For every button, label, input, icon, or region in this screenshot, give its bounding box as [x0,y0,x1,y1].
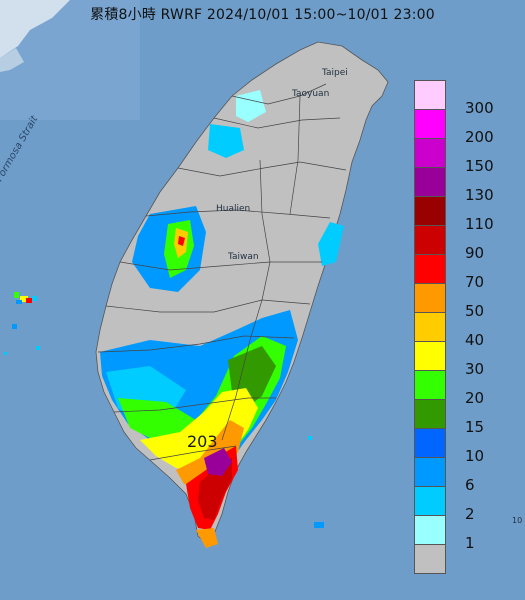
legend-swatch [414,457,446,487]
legend-swatch [414,80,446,110]
legend-swatch [414,544,446,574]
legend-value: 30 [465,360,485,378]
legend-swatch [414,428,446,458]
coast-islet [0,48,24,72]
legend-value: 130 [465,186,494,204]
legend-swatch [414,515,446,545]
legend-swatch [414,341,446,371]
legend-swatch [414,370,446,400]
legend-swatch [414,109,446,139]
china-coast [0,0,70,58]
legend-value: 110 [465,215,494,233]
legend-swatch [414,167,446,197]
legend-value: 10 [465,447,485,465]
rain-band-northwest [236,90,266,122]
hualien-label: Hualien [216,204,251,214]
map-title: 累積8小時 RWRF 2024/10/01 15:00~10/01 23:00 [90,7,435,23]
legend-value: 150 [465,157,494,175]
rain-dot-taichung [178,236,185,246]
rain-tip-orange [196,528,218,548]
taipei-label: Taipei [322,68,348,78]
edge-mark: 10 [512,516,523,525]
legend-swatch [414,138,446,168]
penghu-islands [4,292,40,355]
legend-value: 20 [465,389,485,407]
legend-value: 15 [465,418,485,436]
legend-value: 50 [465,302,485,320]
legend-swatch [414,399,446,429]
taiwan-label: Taiwan [228,252,259,262]
green-island-rain [308,436,312,440]
county-borders [97,83,347,461]
rain-band-south-orange [176,420,244,486]
legend-swatch [414,225,446,255]
legend-value: 1 [465,534,475,552]
rain-band-hsinchu [208,124,244,158]
rain-band-south-purple [204,448,232,476]
legend-value: 40 [465,331,485,349]
legend-swatch [414,486,446,516]
max-rainfall-value: 203 [187,432,218,451]
legend-swatch [414,283,446,313]
legend-value: 2 [465,505,475,523]
rainfall-legend [414,80,446,574]
legend-value: 300 [465,99,494,117]
legend-value: 6 [465,476,475,494]
rain-band-east [318,222,344,266]
legend-swatch [414,196,446,226]
legend-value: 70 [465,273,485,291]
taoyuan-label: Taoyuan [292,89,330,99]
legend-swatch [414,254,446,284]
lanyu-rain [314,522,324,528]
legend-value: 200 [465,128,494,146]
legend-swatch [414,312,446,342]
legend-value: 90 [465,244,485,262]
